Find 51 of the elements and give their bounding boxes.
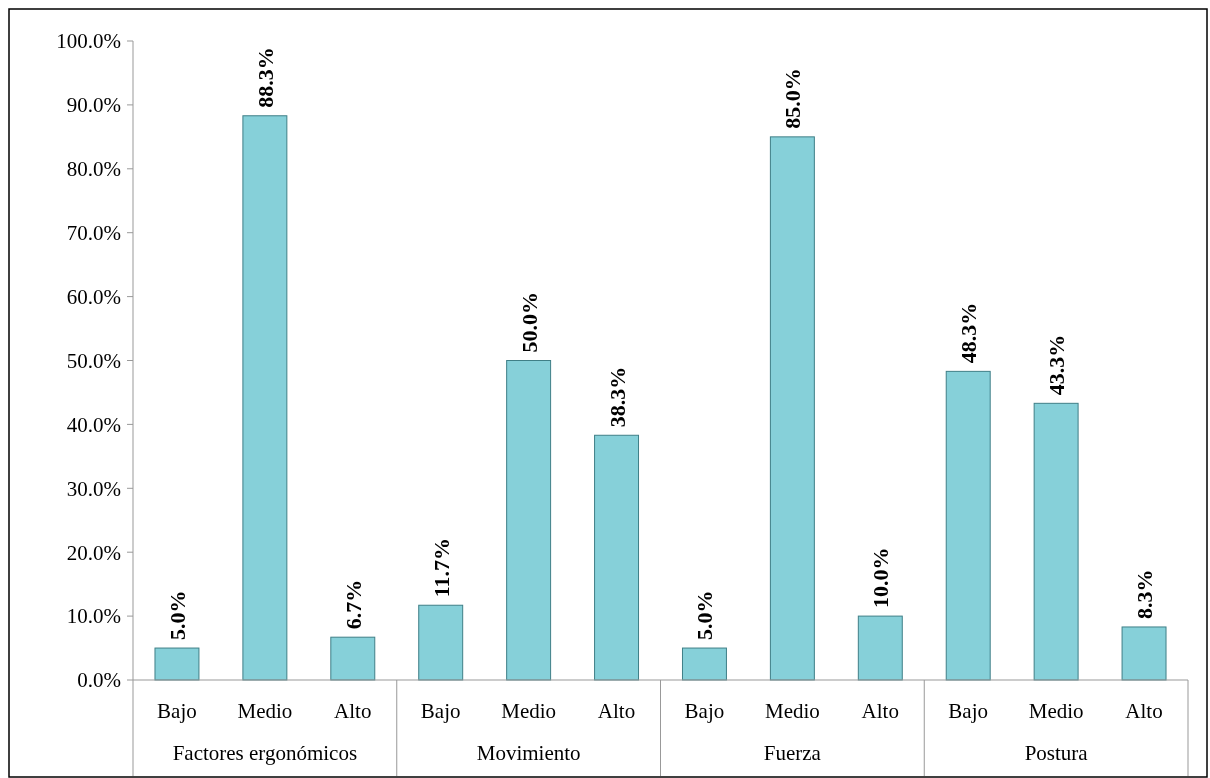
y-tick-label: 10.0% [66,604,121,629]
bar [594,434,640,681]
text: Factores ergonómicos [172,741,358,765]
x-tick-label: Medio [501,699,557,723]
data-label: 5.0% [692,590,718,641]
y-tick-label: 70.0% [66,221,121,246]
x-tick-label: Alto [861,699,899,723]
text: Postura [1024,741,1089,765]
data-label: 11.7% [428,537,454,598]
y-tick-label: 50.0% [66,348,121,373]
bar [1121,626,1167,681]
data-label: 8.3% [1132,569,1158,619]
x-tick-label: Medio [237,699,293,723]
x-tick-label: Medio [764,699,820,723]
data-label: 38.3% [604,366,630,428]
y-tick-label: 90.0% [66,93,121,118]
bar [1033,402,1079,681]
x-tick-label: Alto [597,699,636,723]
y-tick-label: 80.0% [66,157,121,182]
y-tick-label: 60.0% [66,284,121,309]
x-tick-label: Bajo [684,699,725,723]
data-label: 43.3% [1044,334,1070,396]
bar [154,647,200,681]
y-tick-label: 20.0% [66,540,121,565]
x-tick-label: Alto [334,699,372,723]
y-tick-label: 40.0% [66,412,121,437]
bar [857,615,903,681]
x-tick-label: Medio [1028,699,1084,723]
y-tick-label: 100.0% [56,29,121,54]
bar [945,370,991,681]
x-tick-label: Bajo [157,699,197,723]
bar [681,647,727,681]
bar [330,636,376,681]
data-label: 6.7% [340,579,366,630]
bar [769,136,815,681]
x-tick-label: Bajo [420,699,461,723]
data-label: 10.0% [868,547,894,609]
data-label: 50.0% [516,292,542,353]
data-label: 88.3% [252,47,278,108]
x-tick-label: Alto [1125,699,1163,723]
bar [242,115,288,681]
x-tick-label: Bajo [948,699,989,723]
bar [506,360,552,681]
text: Movimiento [476,741,581,765]
y-tick-label: 0.0% [77,668,121,693]
y-tick-label: 30.0% [66,476,121,501]
text: Fuerza [763,741,822,765]
data-label: 5.0% [164,590,190,641]
data-label: 48.3% [956,302,982,364]
data-label: 85.0% [780,68,806,129]
bar [418,604,464,681]
